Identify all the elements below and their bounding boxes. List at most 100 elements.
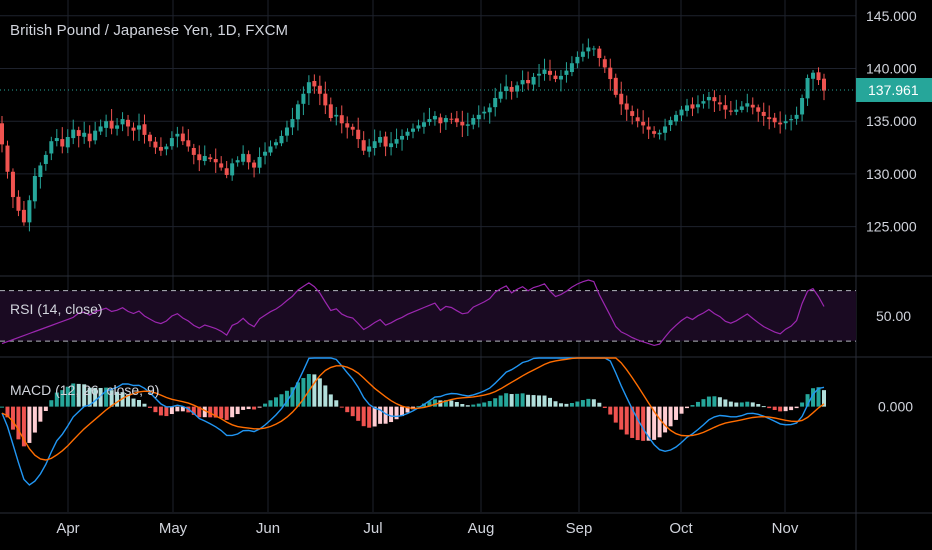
macd-histogram-bar [137,400,141,407]
macd-histogram-bar [717,397,722,407]
macd-histogram-bar [71,383,76,407]
macd-histogram-bar [175,406,180,412]
candle-body [120,119,125,125]
candle-body [624,103,629,110]
candle-body [695,104,700,108]
macd-histogram-bar [328,394,333,407]
macd-histogram-bar [317,378,322,407]
macd-histogram-bar [728,401,733,407]
candle-body [115,125,120,129]
macd-histogram-bar [93,387,98,407]
candle-body [438,117,443,124]
macd-label: MACD (12, 26, close, 9) [10,382,160,398]
candle-body [619,93,624,105]
macd-histogram-bar [745,401,750,407]
candle-body [361,140,366,151]
candle-body [685,105,689,111]
macd-histogram-bar [334,400,339,407]
macd-histogram-bar [630,406,635,438]
macd-histogram-bar [674,406,679,420]
macd-histogram-bar [164,406,169,417]
candle-body [137,125,141,130]
macd-histogram-bar [794,406,799,409]
candle-body [394,139,399,144]
candle-body [679,109,684,116]
macd-histogram-bar [339,406,344,408]
rsi-panel: 50.00 [0,279,911,347]
candle-body [520,80,525,85]
candle-body [816,72,821,81]
candle-body [175,133,180,137]
macd-histogram-bar [548,397,552,407]
macd-histogram-bar [564,403,569,407]
macd-histogram-bar [65,386,70,407]
macd-histogram-bar [739,402,744,407]
candle-body [701,101,706,104]
macd-panel: 0.000 [0,357,913,486]
macd-histogram-bar [575,401,580,407]
candle-body [482,111,487,114]
price-tick-label: 130.000 [866,166,917,182]
candle-body [323,93,328,106]
candle-body [252,162,257,168]
candle-body [153,141,158,148]
candle-body [739,106,744,110]
macd-histogram-bar [263,403,268,407]
month-tick-label: Aug [468,520,495,537]
candle-body [350,126,355,130]
candle-body [54,138,59,142]
candle-body [421,122,426,127]
candle-body [597,48,602,58]
candle-body [575,56,580,64]
macd-histogram-bar [301,378,306,407]
macd-histogram-bar [158,406,163,416]
candle-body [378,137,383,143]
macd-histogram-bar [531,395,536,407]
candle-body [652,131,657,134]
macd-histogram-bar [454,402,459,407]
macd-histogram-bar [378,406,383,424]
macd-histogram-bar [153,406,158,413]
macd-histogram-bar [252,406,257,410]
candle-body [635,117,640,122]
candle-body [290,119,295,128]
macd-histogram-bar [405,406,410,413]
candle-body [411,128,415,132]
candle-body [756,107,761,112]
rsi-band [0,290,856,342]
candle-body [98,126,103,132]
candle-body [334,114,339,117]
macd-histogram-bar [126,395,131,407]
macd-histogram-bar [668,406,673,427]
candle-body [668,120,673,126]
macd-histogram-bar [602,406,607,408]
candle-body [613,77,618,95]
macd-histogram-bar [805,394,810,407]
candle-body [345,123,350,128]
candle-body [761,111,766,116]
candle-body [186,140,191,147]
macd-histogram-bar [542,395,547,407]
macd-histogram-bar [416,406,421,408]
macd-histogram-bar [383,406,388,424]
macd-histogram-bar [800,402,805,407]
macd-histogram-bar [750,402,755,407]
macd-histogram-bar [816,387,821,407]
candle-body [43,154,48,164]
candle-body [537,73,542,76]
candle-body [126,119,131,127]
candle-body [405,131,410,136]
macd-histogram-bar [38,406,43,422]
candle-body [38,165,43,178]
macd-histogram-bar [191,406,196,415]
candle-body [71,129,76,139]
candle-body [454,118,459,123]
macd-histogram-bar [822,390,826,407]
candle-body [400,135,405,140]
macd-histogram-bar [290,387,295,407]
candle-body [197,154,202,161]
price-tick-label: 140.000 [866,61,917,77]
macd-axis-label: 0.000 [878,399,913,415]
